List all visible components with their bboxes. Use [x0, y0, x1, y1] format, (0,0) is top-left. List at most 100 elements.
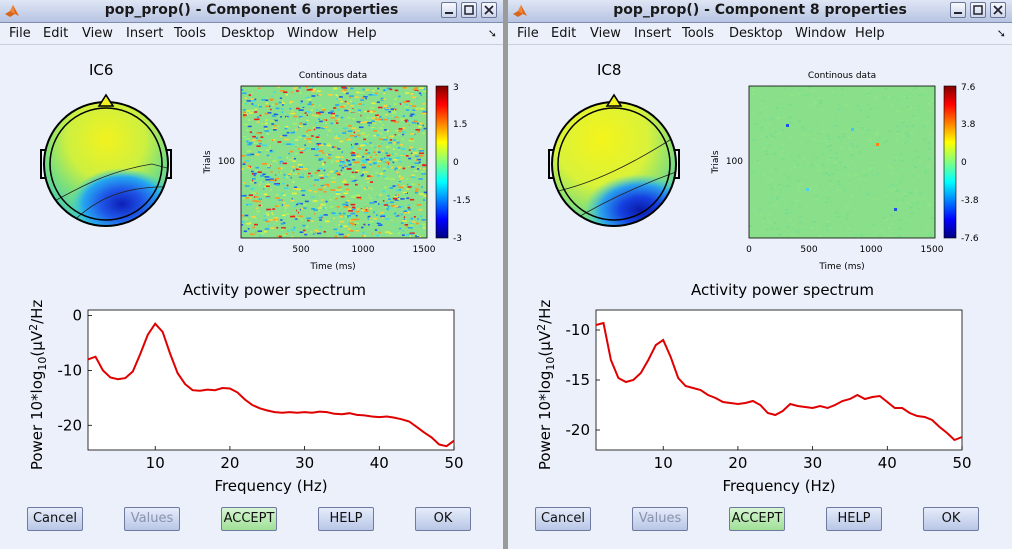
- colorbar-tick: 3: [453, 83, 459, 93]
- spectrum-title: Activity power spectrum: [691, 281, 874, 299]
- menu-bar: File Edit View Insert Tools Desktop Wind…: [508, 23, 1012, 45]
- ok-button[interactable]: OK: [923, 507, 979, 531]
- menu-file[interactable]: File: [517, 26, 539, 41]
- x-tick-label: 30: [803, 454, 822, 472]
- minimize-button[interactable]: [441, 2, 457, 18]
- colorbar-tick: -7.6: [961, 234, 979, 244]
- y-tick-label: -10: [566, 321, 591, 339]
- colorbar-tick: -1.5: [453, 196, 471, 206]
- maximize-button[interactable]: [461, 2, 477, 18]
- x-tick-label: 50: [952, 454, 971, 472]
- dock-arrow-icon[interactable]: ➘: [487, 27, 497, 40]
- close-button[interactable]: [481, 2, 497, 18]
- cd-title: Continous data: [808, 71, 876, 81]
- power-spectrum-plot: Power 10*log10(μV2/Hz) 10 20 30 40 50 -10 -15 -…: [535, 300, 971, 495]
- continuous-data-plot: Continous data Trials 100 0 500 1000 150…: [203, 71, 471, 272]
- cd-xtick: 0: [746, 245, 752, 255]
- spectrum-series-line: [87, 322, 455, 448]
- y-tick-label: -20: [566, 421, 591, 439]
- window-title: pop_prop() - Component 8 properties: [613, 2, 907, 18]
- cd-xtick: 500: [800, 245, 817, 255]
- x-tick-label: 40: [370, 454, 389, 472]
- spectrum-xlabel: Frequency (Hz): [722, 477, 835, 495]
- cd-ylabel: Trials: [711, 150, 721, 174]
- minimize-button[interactable]: [950, 2, 966, 18]
- cancel-button[interactable]: Cancel: [27, 507, 83, 531]
- cd-xtick: 1500: [921, 245, 944, 255]
- x-tick-label: 30: [295, 454, 314, 472]
- minimize-icon: [954, 12, 962, 14]
- menu-desktop[interactable]: Desktop: [221, 26, 275, 41]
- window-title: pop_prop() - Component 6 properties: [104, 2, 399, 18]
- menu-help[interactable]: Help: [855, 26, 885, 41]
- cancel-button[interactable]: Cancel: [535, 507, 591, 531]
- help-button[interactable]: HELP: [318, 507, 374, 531]
- menu-tools[interactable]: Tools: [174, 26, 207, 41]
- menu-view[interactable]: View: [590, 26, 621, 41]
- cd-title: Continous data: [299, 71, 367, 81]
- menu-insert[interactable]: Insert: [126, 26, 164, 41]
- menu-insert[interactable]: Insert: [634, 26, 672, 41]
- cd-xtick: 1000: [860, 245, 883, 255]
- accept-button[interactable]: ACCEPT: [221, 507, 277, 531]
- y-tick-label: 0: [72, 306, 82, 324]
- values-button[interactable]: Values: [124, 507, 180, 531]
- matlab-logo-icon: [5, 5, 19, 17]
- colorbar-tick: -3: [453, 234, 462, 244]
- menu-file[interactable]: File: [9, 26, 31, 41]
- cd-xtick: 1000: [352, 245, 375, 255]
- menu-window[interactable]: Window: [287, 26, 339, 41]
- component-8-window: pop_prop() - Component 8 properties File…: [508, 0, 1012, 549]
- x-tick-label: 10: [146, 454, 165, 472]
- accept-button[interactable]: ACCEPT: [729, 507, 785, 531]
- window-divider: [503, 0, 508, 549]
- colorbar-tick: 0: [453, 158, 459, 168]
- y-tick-label: -10: [58, 361, 83, 379]
- x-tick-label: 10: [654, 454, 673, 472]
- spectrum-ylabel: Power 10*log10(μV2/Hz): [27, 300, 49, 470]
- topographic-map: [40, 93, 172, 227]
- colorbar-tick: 0: [961, 158, 967, 168]
- menu-bar: File Edit View Insert Tools Desktop Wind…: [0, 23, 503, 45]
- continuous-data-plot: Continous data Trials 100 0 500 1000 150…: [711, 71, 979, 272]
- close-button[interactable]: [990, 2, 1006, 18]
- menu-help[interactable]: Help: [347, 26, 377, 41]
- menu-edit[interactable]: Edit: [43, 26, 69, 41]
- ic-label: IC8: [597, 61, 622, 79]
- colorbar-tick: 7.6: [961, 83, 976, 93]
- x-tick-label: 50: [444, 454, 463, 472]
- power-spectrum-plot: Power 10*log10(μV2/Hz) 10 20 30 40 50 0 -10 -20…: [27, 300, 463, 495]
- x-tick-label: 20: [728, 454, 747, 472]
- topographic-map: [548, 93, 680, 227]
- menu-edit[interactable]: Edit: [551, 26, 577, 41]
- colorbar-tick: -3.8: [961, 196, 979, 206]
- colorbar: [943, 85, 957, 239]
- dock-arrow-icon[interactable]: ➘: [996, 27, 1006, 40]
- x-tick-label: 40: [878, 454, 897, 472]
- spectrum-title: Activity power spectrum: [183, 281, 366, 299]
- continuous-data-image: [749, 86, 935, 238]
- spectrum-ylabel: Power 10*log10(μV2/Hz): [535, 300, 557, 470]
- minimize-icon: [445, 12, 453, 14]
- menu-desktop[interactable]: Desktop: [729, 26, 783, 41]
- menu-view[interactable]: View: [82, 26, 113, 41]
- component-6-window: pop_prop() - Component 6 properties File…: [0, 0, 503, 549]
- x-tick-label: 20: [220, 454, 239, 472]
- spectrum-xlabel: Frequency (Hz): [214, 477, 327, 495]
- help-button[interactable]: HELP: [826, 507, 882, 531]
- ic-label: IC6: [89, 61, 114, 79]
- menu-tools[interactable]: Tools: [682, 26, 715, 41]
- y-tick-label: -15: [566, 371, 591, 389]
- values-button[interactable]: Values: [632, 507, 688, 531]
- title-bar[interactable]: pop_prop() - Component 6 properties: [0, 0, 503, 23]
- maximize-button[interactable]: [970, 2, 986, 18]
- title-bar[interactable]: pop_prop() - Component 8 properties: [508, 0, 1012, 23]
- colorbar-tick: 3.8: [961, 120, 976, 130]
- cd-ylabel: Trials: [203, 150, 213, 174]
- matlab-logo-icon: [513, 5, 527, 17]
- cd-ytick: 100: [218, 157, 235, 167]
- menu-window[interactable]: Window: [795, 26, 847, 41]
- close-icon: [993, 5, 1003, 15]
- cd-ytick: 100: [726, 157, 743, 167]
- ok-button[interactable]: OK: [415, 507, 471, 531]
